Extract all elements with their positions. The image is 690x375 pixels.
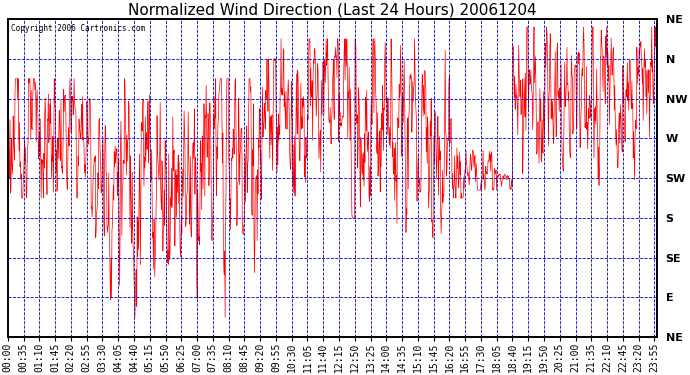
Text: Copyright 2006 Cartronics.com: Copyright 2006 Cartronics.com: [11, 24, 145, 33]
Title: Normalized Wind Direction (Last 24 Hours) 20061204: Normalized Wind Direction (Last 24 Hours…: [128, 3, 537, 18]
